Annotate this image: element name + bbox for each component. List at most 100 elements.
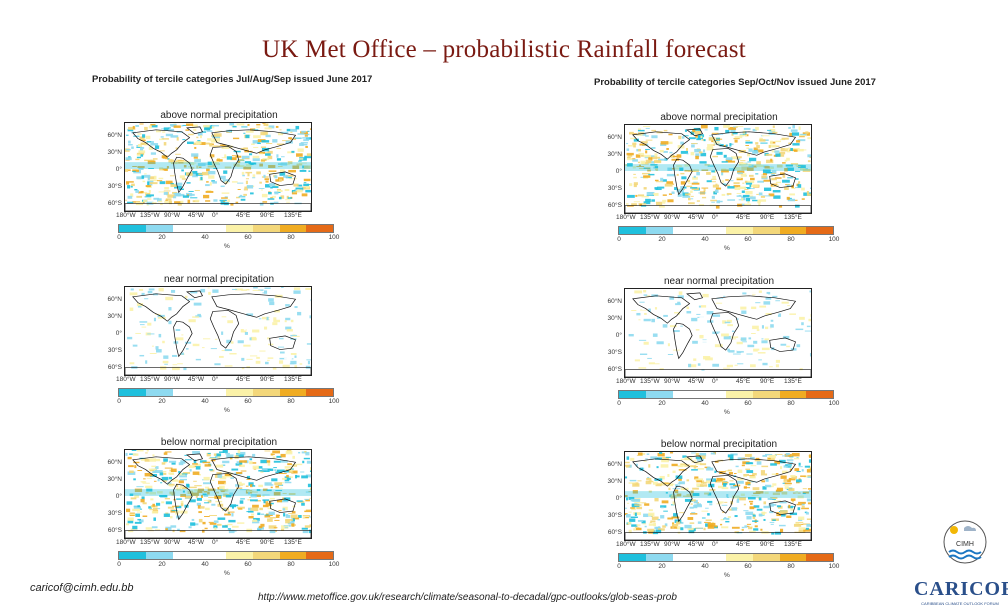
probability-cell — [188, 465, 195, 469]
probability-cell — [729, 483, 736, 486]
probability-cell — [170, 289, 176, 293]
probability-cell — [127, 185, 131, 189]
longitude-label: 0° — [212, 212, 219, 219]
colorbar-segment — [199, 389, 226, 396]
probability-cell — [275, 487, 283, 489]
probability-cell — [162, 360, 169, 364]
probability-cell — [710, 199, 717, 202]
probability-cell — [197, 488, 205, 492]
probability-cell — [716, 297, 724, 299]
colorbar-segment — [726, 554, 753, 561]
probability-cell — [666, 181, 674, 185]
probability-cell — [219, 475, 227, 480]
probability-cell — [642, 523, 647, 525]
probability-cell — [158, 316, 166, 319]
probability-cell — [204, 127, 211, 131]
probability-cell — [161, 476, 169, 481]
colorbar-tick-label: 40 — [701, 236, 709, 243]
probability-cell — [678, 135, 682, 140]
probability-cell — [280, 195, 285, 199]
probability-cell — [736, 192, 742, 194]
probability-cell — [236, 472, 243, 474]
probability-cell — [292, 505, 296, 508]
colorbar-tick-label: 60 — [744, 400, 752, 407]
probability-cell — [639, 143, 647, 146]
probability-cell — [138, 150, 146, 154]
probability-cell — [755, 142, 759, 145]
probability-cell — [151, 465, 156, 468]
probability-cell — [214, 495, 222, 499]
probability-cell — [284, 466, 292, 469]
probability-cell — [278, 472, 287, 474]
probability-cell — [633, 173, 636, 175]
probability-cell — [217, 517, 226, 520]
source-url-link[interactable]: http://www.metoffice.gov.uk/research/cli… — [258, 592, 677, 603]
probability-cell — [638, 168, 644, 169]
probability-cell — [774, 150, 780, 153]
probability-cell — [269, 497, 275, 500]
probability-cell — [696, 503, 701, 506]
probability-cell — [145, 185, 151, 188]
probability-cell — [276, 143, 285, 145]
probability-cell — [285, 326, 292, 330]
probability-cell — [228, 145, 233, 148]
probability-cell — [289, 178, 298, 180]
probability-cell — [235, 155, 242, 158]
probability-cell — [695, 478, 704, 481]
probability-cell — [201, 131, 207, 133]
probability-cell — [180, 125, 184, 127]
probability-cell — [230, 341, 234, 344]
probability-cell — [152, 158, 158, 160]
probability-cell — [631, 310, 637, 311]
probability-cell — [261, 319, 267, 322]
probability-cell — [207, 161, 213, 166]
probability-cell — [712, 175, 716, 179]
probability-cell — [134, 494, 139, 498]
probability-cell — [630, 137, 636, 140]
probability-cell — [136, 303, 144, 307]
colorbar-segment — [119, 225, 146, 232]
probability-cell — [626, 203, 629, 205]
probability-cell — [298, 160, 302, 162]
probability-cell — [733, 138, 740, 140]
probability-cell — [742, 182, 745, 184]
panel-title-jas-near: near normal precipitation — [163, 274, 275, 285]
probability-cell — [787, 177, 793, 179]
probability-cell — [652, 481, 657, 485]
colorbar-segment — [226, 225, 253, 232]
probability-cell — [137, 133, 142, 135]
probability-cell — [752, 199, 758, 202]
probability-cell — [779, 347, 782, 350]
probability-cell — [701, 196, 707, 199]
probability-cell — [637, 128, 642, 131]
probability-cell — [766, 335, 773, 338]
probability-cell — [188, 319, 196, 323]
probability-cell — [696, 480, 702, 483]
colorbar-segment — [279, 225, 307, 232]
probability-cell — [656, 181, 664, 183]
probability-cell — [260, 146, 267, 148]
probability-cell — [280, 131, 289, 134]
probability-cell — [627, 521, 632, 525]
probability-cell — [260, 189, 263, 191]
probability-cell — [765, 153, 773, 156]
probability-cell — [172, 191, 178, 194]
probability-cell — [169, 123, 176, 127]
probability-cell — [127, 169, 131, 171]
probability-cell — [806, 469, 811, 473]
probability-cell — [694, 476, 699, 480]
probability-cell — [221, 490, 225, 493]
probability-cell — [659, 368, 664, 370]
probability-cell — [197, 490, 203, 494]
probability-cell — [724, 321, 731, 324]
probability-cell — [790, 498, 796, 501]
probability-cell — [750, 196, 756, 200]
probability-cell — [759, 305, 767, 308]
probability-cell — [199, 142, 206, 145]
probability-cell — [696, 138, 701, 141]
probability-cell — [253, 517, 260, 521]
probability-cell — [167, 194, 175, 198]
probability-cell — [637, 519, 644, 522]
probability-cell — [266, 143, 273, 145]
probability-cell — [667, 141, 673, 145]
